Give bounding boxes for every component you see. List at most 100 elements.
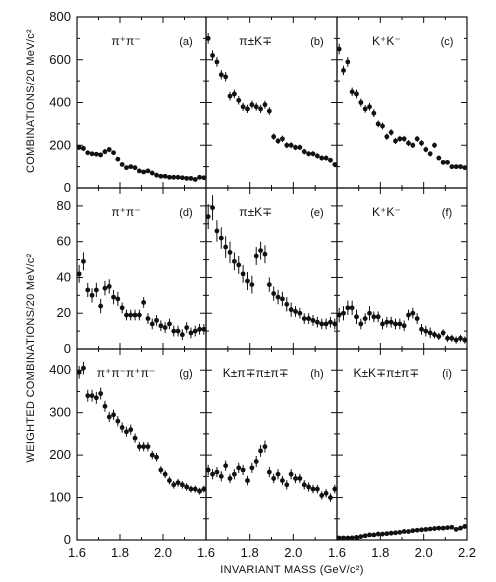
data-point bbox=[162, 471, 168, 477]
panel-letter: (f) bbox=[442, 207, 452, 219]
panel-a: π⁺π⁻ (a) bbox=[76, 16, 207, 189]
data-point bbox=[401, 529, 407, 534]
data-point bbox=[410, 528, 416, 534]
data-point bbox=[384, 134, 390, 140]
data-point bbox=[214, 228, 220, 234]
data-point bbox=[205, 35, 211, 41]
data-point bbox=[354, 535, 359, 540]
data-point bbox=[115, 418, 121, 424]
data-point bbox=[149, 452, 155, 458]
data-point bbox=[240, 467, 246, 473]
data-point bbox=[93, 151, 99, 157]
data-point bbox=[349, 89, 355, 95]
data-point bbox=[393, 138, 398, 144]
data-point bbox=[445, 335, 450, 341]
data-point bbox=[106, 414, 112, 420]
data-point bbox=[111, 412, 116, 418]
data-point bbox=[184, 484, 190, 490]
data-point bbox=[253, 104, 259, 110]
data-point bbox=[179, 332, 185, 338]
data-point bbox=[358, 100, 364, 105]
data-point bbox=[406, 312, 411, 318]
data-point bbox=[436, 334, 442, 339]
data-point bbox=[288, 471, 294, 477]
data-point bbox=[223, 74, 229, 80]
data-point bbox=[249, 465, 255, 471]
data-point bbox=[249, 282, 255, 287]
data-point bbox=[245, 106, 250, 112]
data-point bbox=[119, 162, 125, 167]
data-point bbox=[197, 488, 202, 494]
data-point bbox=[192, 177, 198, 182]
data-point bbox=[115, 156, 121, 162]
data-point bbox=[132, 165, 138, 171]
data-point bbox=[76, 144, 82, 150]
data-point bbox=[262, 102, 268, 108]
data-point bbox=[423, 328, 429, 334]
data-point bbox=[284, 482, 290, 488]
data-point bbox=[354, 91, 359, 97]
data-point bbox=[349, 535, 355, 541]
data-point bbox=[111, 150, 116, 156]
data-point bbox=[284, 142, 290, 148]
data-point bbox=[136, 444, 142, 450]
data-point bbox=[167, 174, 172, 180]
y-tick-label: 200 bbox=[49, 447, 71, 462]
data-point bbox=[236, 97, 242, 103]
data-point bbox=[301, 149, 307, 155]
data-point bbox=[419, 140, 424, 146]
data-point bbox=[406, 529, 411, 534]
data-point bbox=[354, 314, 359, 320]
data-point bbox=[85, 287, 91, 293]
data-point bbox=[436, 525, 442, 531]
y-axis-label-top: COMBINATIONS/20 MeV/c² bbox=[25, 29, 37, 173]
data-point bbox=[401, 136, 407, 142]
data-point bbox=[124, 429, 129, 435]
data-point bbox=[171, 174, 177, 180]
y-tick-label: 0 bbox=[64, 341, 71, 356]
panel-letter: (c) bbox=[441, 36, 454, 48]
data-point bbox=[375, 121, 381, 127]
data-point bbox=[319, 155, 325, 161]
panel-letter: (a) bbox=[179, 36, 192, 48]
data-point bbox=[85, 393, 91, 399]
data-point bbox=[414, 136, 420, 142]
data-point bbox=[306, 151, 312, 157]
data-point bbox=[332, 162, 338, 167]
data-point bbox=[397, 136, 403, 142]
data-point bbox=[384, 531, 390, 537]
data-point bbox=[371, 110, 377, 116]
data-point bbox=[288, 142, 294, 148]
y-tick-label: 200 bbox=[49, 137, 71, 152]
data-point bbox=[462, 337, 468, 343]
data-point bbox=[319, 321, 325, 327]
data-point bbox=[236, 262, 242, 268]
panel-c: K⁺K⁻ (c) bbox=[336, 16, 468, 189]
data-point bbox=[427, 151, 433, 157]
data-point bbox=[388, 530, 394, 536]
data-point bbox=[323, 490, 329, 496]
data-point bbox=[231, 258, 237, 264]
y-tick-label: 60 bbox=[57, 234, 71, 249]
data-point bbox=[375, 314, 381, 320]
data-point bbox=[367, 532, 372, 538]
x-tick-label: 2.0 bbox=[415, 545, 433, 560]
panel-g: π⁺π⁻π⁺π⁻ (g) bbox=[76, 348, 207, 541]
data-point bbox=[205, 467, 211, 473]
data-point bbox=[179, 175, 185, 181]
panel-letter: (e) bbox=[310, 207, 323, 219]
data-point bbox=[328, 495, 333, 500]
panel-letter: (i) bbox=[442, 368, 452, 380]
data-point bbox=[214, 469, 220, 475]
data-point bbox=[171, 328, 177, 334]
data-point bbox=[76, 271, 82, 277]
data-point bbox=[231, 471, 237, 477]
y-tick-label: 80 bbox=[57, 198, 71, 213]
data-point bbox=[93, 395, 99, 401]
data-point bbox=[349, 305, 355, 311]
data-point bbox=[218, 473, 224, 479]
data-point bbox=[462, 524, 468, 529]
data-point bbox=[124, 312, 129, 318]
data-point bbox=[93, 287, 99, 293]
data-point bbox=[128, 312, 134, 318]
